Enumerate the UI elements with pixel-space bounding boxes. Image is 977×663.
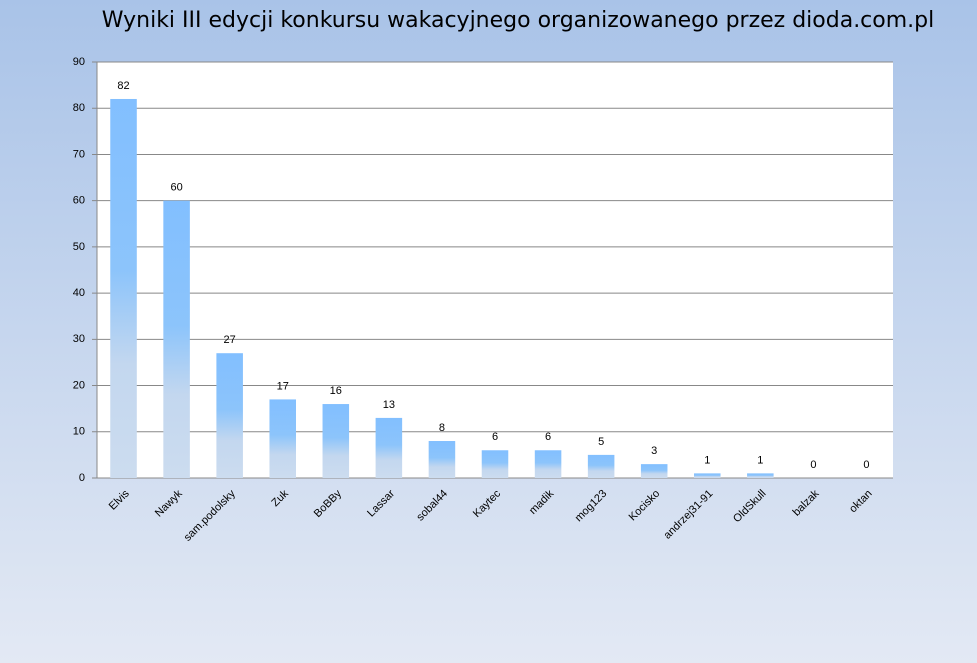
bar <box>322 404 350 478</box>
data-label: 82 <box>117 80 129 92</box>
bar <box>587 454 615 478</box>
data-label: 60 <box>170 182 182 194</box>
data-label: 1 <box>704 454 710 466</box>
bar <box>640 464 668 478</box>
data-label: 5 <box>598 436 604 448</box>
data-label: 8 <box>439 422 445 434</box>
bar <box>163 200 190 478</box>
data-label: 16 <box>330 385 342 397</box>
bar <box>375 417 403 478</box>
y-tick-label: 70 <box>73 148 85 160</box>
data-label: 0 <box>863 459 869 471</box>
bar <box>428 441 456 478</box>
y-tick-label: 80 <box>73 102 85 114</box>
data-label: 3 <box>651 445 657 457</box>
bar <box>110 98 137 478</box>
data-label: 17 <box>277 380 289 392</box>
data-label: 13 <box>383 399 395 411</box>
bar <box>534 450 562 478</box>
bar <box>481 450 509 478</box>
y-tick-label: 20 <box>73 379 85 391</box>
data-label: 6 <box>492 431 498 443</box>
data-label: 6 <box>545 431 551 443</box>
chart-title: Wyniki III edycji konkursu wakacyjnego o… <box>102 8 935 33</box>
bar <box>269 399 296 478</box>
y-tick-label: 90 <box>73 56 85 68</box>
y-tick-label: 50 <box>73 241 85 253</box>
y-tick-label: 30 <box>73 333 85 345</box>
y-tick-label: 10 <box>73 426 85 438</box>
y-tick-label: 60 <box>73 195 85 207</box>
y-tick-label: 0 <box>79 472 85 484</box>
data-label: 0 <box>810 459 816 471</box>
bar <box>747 473 774 478</box>
data-label: 27 <box>224 334 236 346</box>
y-tick-label: 40 <box>73 287 85 299</box>
bar <box>216 353 243 478</box>
bar <box>694 473 721 478</box>
data-label: 1 <box>757 454 763 466</box>
